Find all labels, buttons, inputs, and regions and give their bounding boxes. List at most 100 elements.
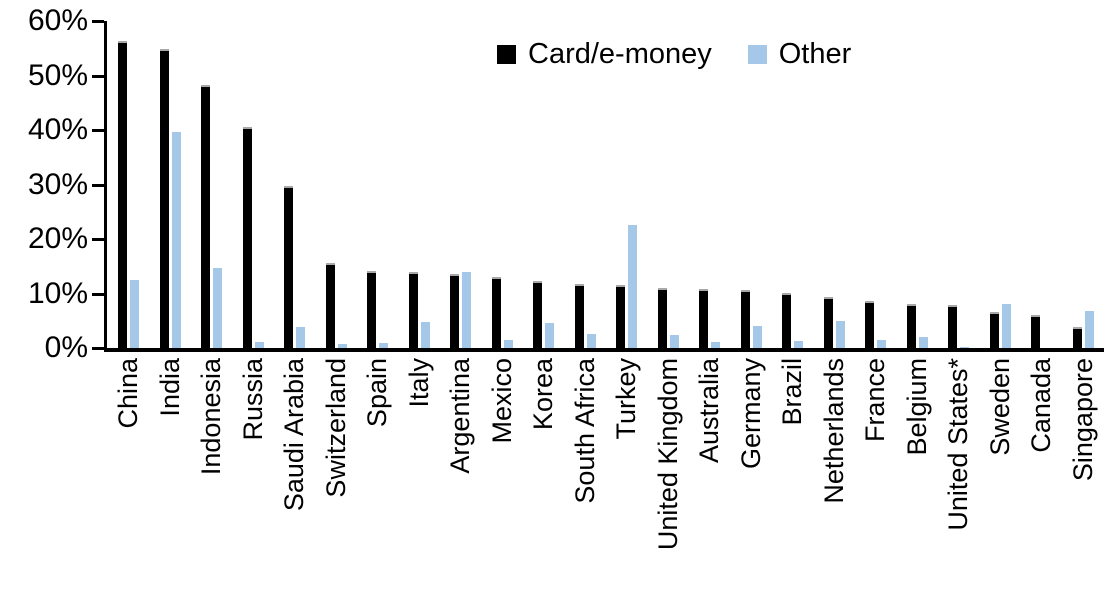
y-axis-tick: [92, 292, 104, 296]
x-label-slot: Switzerland: [316, 358, 358, 590]
card-emoney-bar: [865, 301, 875, 348]
x-label-slot: Turkey: [606, 358, 648, 590]
x-label-slot: France: [855, 358, 897, 590]
bar-group-south-africa: [565, 21, 607, 348]
other-bar: [213, 268, 223, 348]
legend-label: Other: [778, 38, 852, 70]
bar-group-netherlands: [814, 21, 856, 348]
card-emoney-bar: [1072, 327, 1082, 348]
other-bar: [545, 323, 555, 348]
x-label-slot: Belgium: [897, 358, 939, 590]
card-emoney-bar: [367, 271, 377, 348]
other-bar: [1084, 311, 1094, 348]
card-emoney-bar: [989, 312, 999, 348]
card-emoney-bar: [533, 281, 543, 348]
x-label-slot: Singapore: [1063, 358, 1105, 590]
x-axis-category-label: Canada: [1026, 358, 1057, 453]
x-label-slot: China: [108, 358, 150, 590]
bar-group-sweden: [980, 21, 1022, 348]
y-axis-tick: [92, 347, 104, 350]
card-emoney-bar: [657, 288, 667, 348]
x-axis-category-label: Sweden: [984, 358, 1015, 456]
other-bar: [420, 322, 430, 348]
x-axis-category-label: China: [113, 358, 144, 429]
legend-item: Card/e-money: [497, 40, 712, 69]
card-emoney-bar: [325, 263, 335, 348]
bar-group-brazil: [772, 21, 814, 348]
bar-group-mexico: [482, 21, 524, 348]
other-bar: [1001, 304, 1011, 348]
other-bar: [918, 337, 928, 348]
x-label-slot: Argentina: [440, 358, 482, 590]
legend-swatch-icon: [497, 45, 516, 64]
x-label-slot: South Africa: [565, 358, 607, 590]
other-bar: [379, 343, 389, 348]
x-axis-category-label: Turkey: [611, 358, 642, 440]
card-emoney-bar: [408, 272, 418, 348]
bar-group-saudi-arabia: [274, 21, 316, 348]
x-label-slot: Germany: [731, 358, 773, 590]
bar-group-united-states: [938, 21, 980, 348]
bar-group-russia: [233, 21, 275, 348]
x-axis-category-label: Mexico: [486, 358, 517, 444]
y-axis-tick-label: 0%: [44, 331, 88, 364]
other-bar: [462, 272, 472, 348]
bar-group-spain: [357, 21, 399, 348]
card-emoney-bar: [948, 305, 958, 348]
bar-group-australia: [689, 21, 731, 348]
bar-group-china: [108, 21, 150, 348]
card-emoney-bar: [906, 304, 916, 348]
card-emoney-bar: [284, 186, 294, 348]
x-label-slot: United Kingdom: [648, 358, 690, 590]
y-axis-tick: [92, 129, 104, 132]
y-axis-tick-label: 20%: [27, 222, 88, 255]
other-bar: [254, 342, 264, 348]
other-bar: [171, 132, 181, 348]
card-emoney-bar: [491, 277, 501, 348]
x-label-slot: Spain: [357, 358, 399, 590]
card-emoney-bar: [242, 127, 252, 348]
x-axis-labels: China India Indonesia Russia Saudi Arabia Swi…: [108, 358, 1104, 590]
y-axis-tick: [92, 183, 104, 187]
card-emoney-bar: [699, 289, 709, 348]
bar-group-india: [150, 21, 192, 348]
x-label-slot: Indonesia: [191, 358, 233, 590]
x-label-slot: Brazil: [772, 358, 814, 590]
x-label-slot: Mexico: [482, 358, 524, 590]
legend-label: Card/e-money: [528, 38, 712, 70]
card-emoney-bar: [782, 293, 792, 348]
x-axis-category-label: Korea: [528, 358, 559, 431]
bar-group-belgium: [897, 21, 939, 348]
x-axis-category-label: Netherlands: [818, 358, 849, 504]
card-emoney-bar: [740, 290, 750, 348]
card-emoney-bar: [159, 49, 169, 348]
y-axis-tick-label: 10%: [27, 276, 88, 310]
bar-group-korea: [523, 21, 565, 348]
other-bar: [130, 280, 140, 348]
bar-group-france: [855, 21, 897, 348]
y-axis-tick: [92, 20, 104, 23]
card-emoney-bar: [201, 85, 211, 348]
x-axis-category-label: France: [860, 358, 891, 443]
card-emoney-bar: [1031, 315, 1041, 348]
card-emoney-bar: [823, 297, 833, 348]
x-label-slot: Canada: [1021, 358, 1063, 590]
x-axis-category-label: Germany: [735, 358, 766, 470]
x-axis-category-label: Singapore: [1067, 358, 1098, 482]
card-emoney-bar: [450, 274, 460, 348]
y-axis-tick-label: 50%: [27, 58, 88, 92]
other-bar: [586, 334, 596, 348]
other-bar: [296, 327, 306, 348]
other-bar: [669, 335, 679, 348]
x-label-slot: United States*: [938, 358, 980, 590]
bar-group-italy: [399, 21, 441, 348]
card-emoney-bar: [574, 284, 584, 348]
other-bar: [835, 321, 845, 348]
other-bar: [960, 347, 970, 348]
y-axis-tick-label: 60%: [27, 4, 88, 37]
legend: Card/e-money Other: [497, 40, 851, 69]
legend-item: Other: [747, 38, 852, 70]
y-axis-tick-label: 30%: [27, 167, 88, 201]
y-axis-tick-label: 40%: [27, 113, 88, 146]
